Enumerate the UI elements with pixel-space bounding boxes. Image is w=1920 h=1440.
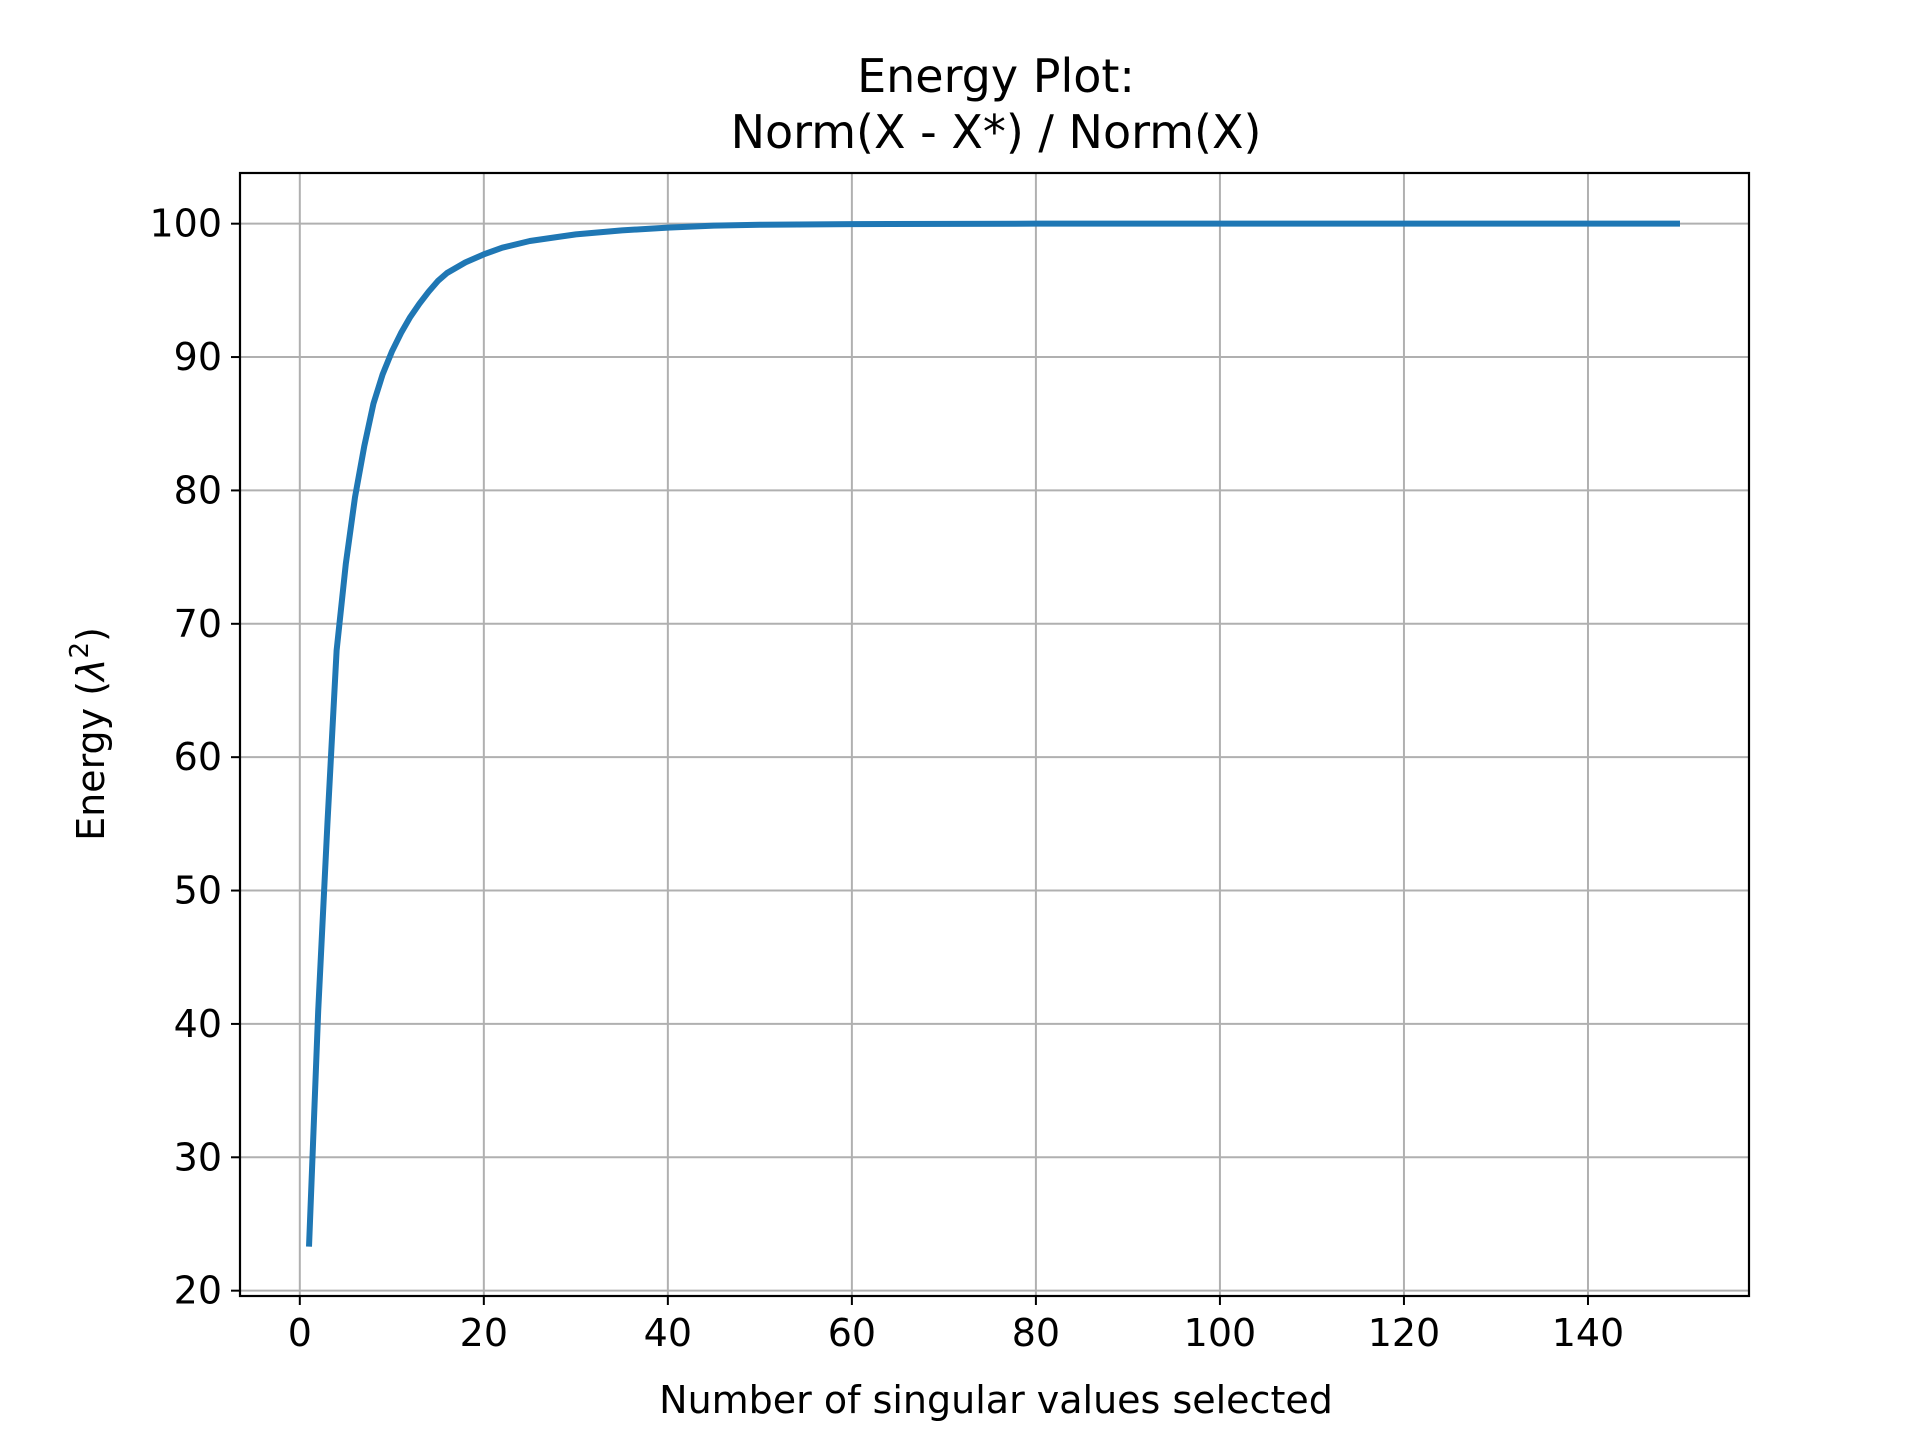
plot-frame xyxy=(238,171,1751,1298)
y-axis-label-superscript: 2 xyxy=(65,642,95,659)
y-tick-label: 50 xyxy=(174,869,222,913)
x-tick-label: 120 xyxy=(1368,1311,1441,1355)
y-tick-label: 30 xyxy=(174,1135,222,1179)
x-axis-label: Number of singular values selected xyxy=(659,1378,1333,1422)
y-tick-label: 90 xyxy=(174,335,222,379)
x-tick-label: 80 xyxy=(1012,1311,1060,1355)
x-tick-label: 100 xyxy=(1184,1311,1257,1355)
chart-title-line-2: Norm(X - X*) / Norm(X) xyxy=(731,105,1262,159)
y-tick-label: 60 xyxy=(174,735,222,779)
y-tick-label: 80 xyxy=(174,468,222,512)
y-axis-label-symbol: λ xyxy=(69,658,113,683)
plot-area-background xyxy=(240,173,1749,1296)
series-line-energy xyxy=(306,220,1680,1247)
series-layer xyxy=(306,220,1680,1247)
y-axis-label-text: Energy ( xyxy=(69,681,113,841)
x-tick-label: 40 xyxy=(644,1311,692,1355)
x-tick-label: 20 xyxy=(460,1311,508,1355)
ticks: 0 20 40 60 80 100 120 140 20 30 40 50 60 70 80 90 100 xyxy=(149,202,1624,1355)
y-axis-label: Energy (λ2) xyxy=(65,627,113,841)
x-tick-label: 140 xyxy=(1552,1311,1625,1355)
chart-title-line-1: Energy Plot: xyxy=(857,49,1135,103)
y-tick-label: 70 xyxy=(174,602,222,646)
y-tick-label: 20 xyxy=(174,1269,222,1313)
grid xyxy=(240,173,1749,1296)
y-axis-label-close: ) xyxy=(69,627,113,642)
x-tick-label: 60 xyxy=(828,1311,876,1355)
y-tick-label: 40 xyxy=(174,1002,222,1046)
y-tick-label: 100 xyxy=(149,202,222,246)
x-tick-label: 0 xyxy=(288,1311,312,1355)
